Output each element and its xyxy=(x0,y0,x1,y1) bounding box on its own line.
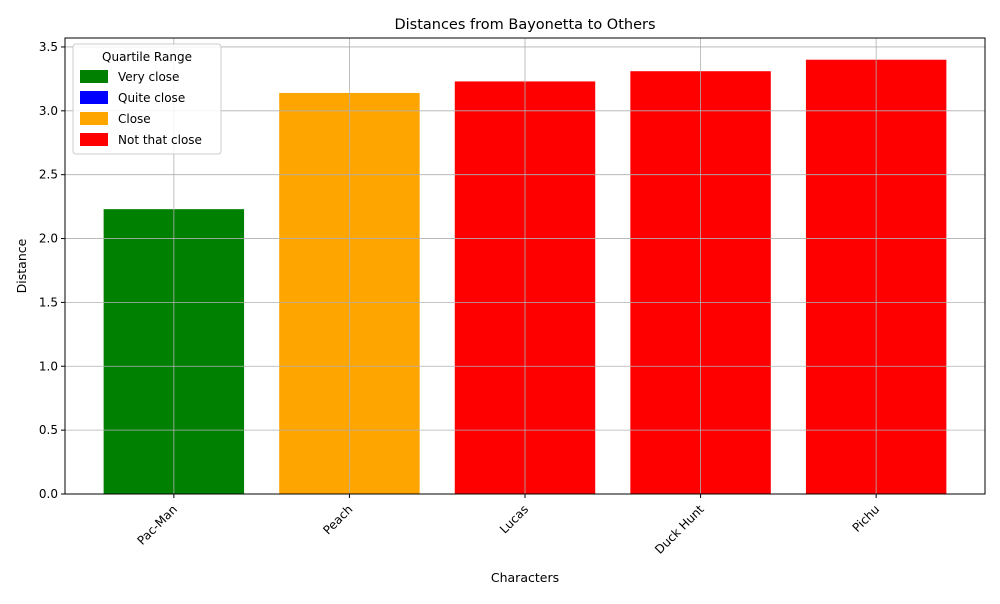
x-tick-label: Peach xyxy=(320,502,355,537)
grid-layer xyxy=(65,38,985,495)
y-tick-label: 2.5 xyxy=(39,168,58,182)
legend-entry-label: Very close xyxy=(118,70,179,84)
legend: Quartile Range Very close Quite close Clos… xyxy=(72,43,222,155)
y-tick-label: 0.5 xyxy=(39,423,58,437)
legend-swatch xyxy=(80,70,108,83)
y-tick-label: 2.0 xyxy=(39,232,58,246)
y-ticks: 0.0 0.5 1.0 1.5 2.0 2.5 3.0 3.5 xyxy=(39,40,65,501)
x-tick-label: Lucas xyxy=(497,502,531,536)
legend-entry-label: Quite close xyxy=(118,91,185,105)
y-axis-label: Distance xyxy=(14,238,29,293)
legend-swatch xyxy=(80,112,108,125)
y-tick-label: 1.0 xyxy=(39,359,58,373)
legend-title: Quartile Range xyxy=(102,50,192,64)
y-tick-label: 0.0 xyxy=(39,487,58,501)
legend-swatch xyxy=(80,133,108,146)
legend-entry-label: Close xyxy=(118,112,151,126)
legend-entry-label: Not that close xyxy=(118,133,202,147)
legend-entries: Very close Quite close Close Not that close xyxy=(80,70,202,147)
x-ticks: Pac-Man Peach Lucas Duck Hunt Pichu xyxy=(135,494,883,557)
x-tick-label: Duck Hunt xyxy=(652,502,707,557)
x-tick-label: Pichu xyxy=(850,502,883,535)
legend-swatch xyxy=(80,91,108,104)
y-tick-label: 1.5 xyxy=(39,295,58,309)
x-tick-label: Pac-Man xyxy=(135,502,180,547)
legend-box xyxy=(72,43,222,155)
x-axis-label: Characters xyxy=(491,570,559,585)
y-tick-label: 3.0 xyxy=(39,104,58,118)
y-tick-label: 3.5 xyxy=(39,40,58,54)
chart-title: Distances from Bayonetta to Others xyxy=(394,17,655,33)
